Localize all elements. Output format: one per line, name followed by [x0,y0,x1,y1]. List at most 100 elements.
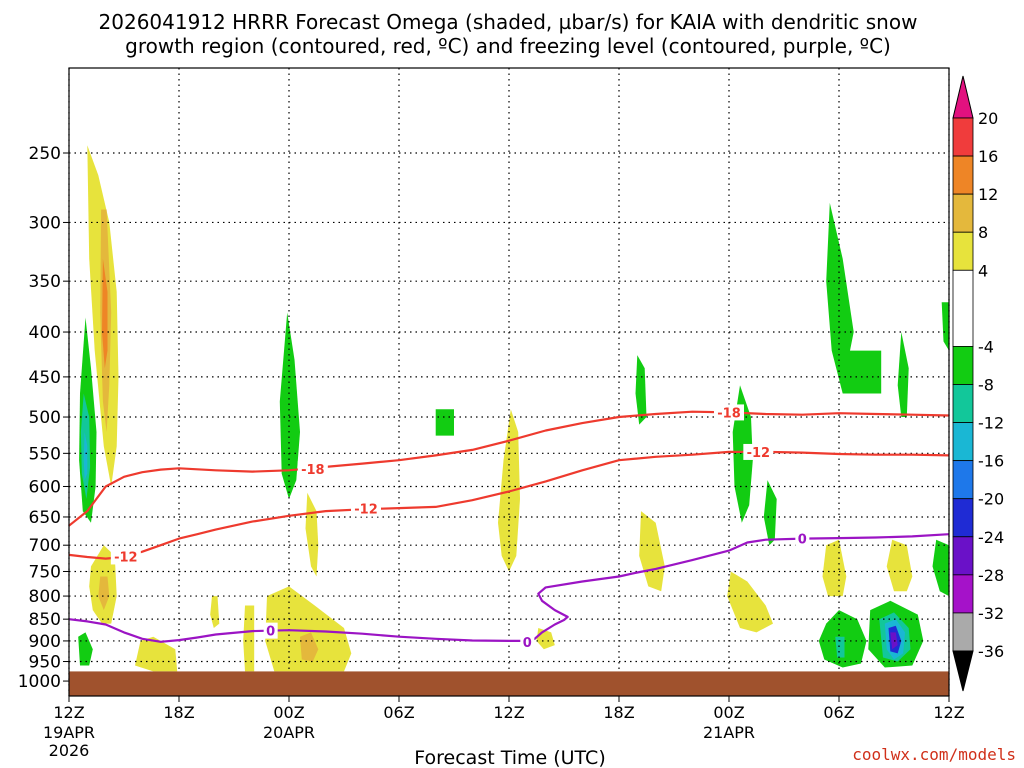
y-tick-label: 850 [29,610,61,630]
contour-label: -18 [301,463,325,478]
colorbar-label: 4 [978,261,988,280]
contour-label-bg [714,404,744,421]
y-tick-label: 550 [29,444,61,464]
omega-region [102,258,108,369]
contour-label-bg [520,634,535,651]
colorbar-segment [952,536,974,576]
omega-region [941,302,949,351]
colorbar-label: -4 [978,337,994,356]
contour-line-0 [68,533,950,643]
colorbar-label: -8 [978,376,994,395]
x-tick-label: 18Z [603,703,634,722]
x-tick-label: 06Z [823,703,854,722]
x-tick-sublabel: 21APR [703,723,755,742]
y-tick-label: 750 [29,562,61,582]
contour-label: -12 [747,446,771,461]
y-tick-label: 250 [29,144,61,164]
omega-region [635,355,647,425]
y-tick-label: 700 [29,536,61,556]
contour-label-bg [795,530,810,547]
contour-label-bg [110,548,141,565]
x-axis-label: Forecast Time (UTC) [414,747,605,768]
contour-label-bg [297,460,328,477]
credit-text: coolwx.com/models [852,745,1016,764]
omega-region [135,636,178,672]
colorbar-bottom-arrow [952,650,974,692]
colorbar-segment [952,155,974,195]
chart-title-line2: growth region (contoured, red, ºC) and f… [125,34,891,58]
plot-area: -18 -12 -12 -18 -12 0 0 0 [68,67,950,697]
ground-fill [69,671,949,696]
colorbar-label: -24 [978,528,1004,547]
y-tick-label: 1000 [18,672,61,692]
contour-label: 0 [523,636,532,651]
omega-region [210,596,220,628]
ground-layer [69,671,949,696]
colorbar-segment [952,117,974,157]
colorbar-top-arrow [952,75,974,119]
y-tick-label: 950 [29,653,61,673]
colorbar-label: 8 [978,223,988,242]
omega-region [826,202,882,394]
colorbar-segment [952,612,974,652]
colorbar-label: -12 [978,414,1004,433]
omega-region [932,539,949,597]
omega-region [727,571,773,633]
x-tick-label: 12Z [53,703,84,722]
x-tick-label: 12Z [493,703,524,722]
omega-region [78,632,93,666]
omega-region [835,636,845,658]
omega-region [435,409,454,436]
contour-labels: -18 -12 -12 -18 -12 0 0 0 [110,404,810,651]
omega-region [897,332,909,417]
y-tick-label: 650 [29,508,61,528]
colorbar-label: 20 [978,109,998,128]
contour-label-bg [351,500,381,517]
colorbar-label: -32 [978,604,1004,623]
y-tick-label: 400 [29,323,61,343]
x-tick-label: 00Z [273,703,304,722]
y-tick-label: 900 [29,632,61,652]
contour-label: -12 [114,550,138,565]
contour-lines [68,410,950,643]
y-tick-label: 600 [29,477,61,497]
contour-label-bg [743,443,774,460]
omega-region [822,539,847,597]
omega-region [763,480,777,546]
colorbar-label: -20 [978,490,1004,509]
y-axis: 2503003504004505005506006507007508008509… [18,144,69,692]
contour-label: 0 [266,625,275,640]
chart-title-line1: 2026041912 HRRR Forecast Omega (shaded, … [99,10,918,34]
colorbar-label: -16 [978,452,1004,471]
x-tick-label: 06Z [383,703,414,722]
omega-region [265,586,352,672]
y-tick-label: 450 [29,368,61,388]
colorbar-label: -28 [978,566,1004,585]
x-tick-label: 12Z [933,703,964,722]
contour-line--18 [68,410,950,527]
y-tick-label: 500 [29,408,61,428]
colorbar-segment [952,269,974,347]
colorbar-segment [952,384,974,423]
colorbar-segment [952,574,974,614]
omega-region [98,576,110,611]
colorbar-segment [952,231,974,271]
omega-region [243,605,255,672]
x-tick-label: 18Z [163,703,194,722]
contour-label-bg [263,622,278,639]
contour-line--12 [68,450,950,560]
x-tick-sublabel: 20APR [263,723,315,742]
contour-label: 0 [798,533,807,548]
y-tick-label: 350 [29,272,61,292]
colorbar-label: 16 [978,147,998,166]
y-tick-label: 300 [29,213,61,233]
colorbar-label: 12 [978,185,998,204]
x-tick-label: 00Z [713,703,744,722]
colorbar-label: -36 [978,642,1004,661]
omega-region [300,632,319,662]
contour-label: -18 [717,406,741,421]
omega-region [279,312,300,499]
colorbar-segment [952,346,974,385]
